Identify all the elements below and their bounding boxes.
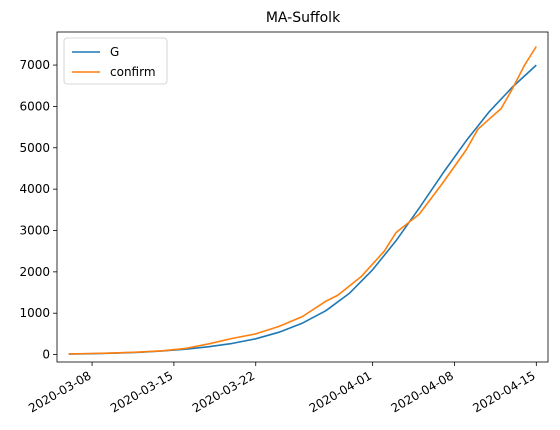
- legend-label-confirm: confirm: [110, 65, 156, 79]
- y-tick-label: 3000: [19, 223, 50, 237]
- y-tick-label: 6000: [19, 99, 50, 113]
- x-tick-label: 2020-04-15: [470, 368, 537, 415]
- y-tick-label: 0: [42, 348, 50, 362]
- x-tick-label: 2020-04-01: [307, 368, 374, 415]
- y-tick-label: 7000: [19, 58, 50, 72]
- y-tick-label: 4000: [19, 182, 50, 196]
- y-axis: 0 1000 2000 3000 4000 5000 6000 7000: [19, 58, 57, 362]
- series-lines: [68, 46, 537, 355]
- x-tick-label: 2020-03-15: [108, 368, 175, 415]
- plot-area: [56, 31, 549, 363]
- x-tick-label: 2020-04-08: [389, 368, 456, 415]
- plot-frame: [56, 31, 549, 363]
- x-tick-label: 2020-03-22: [190, 368, 257, 415]
- legend-label-G: G: [110, 45, 119, 59]
- chart-title: MA-Suffolk: [266, 10, 341, 26]
- x-tick-label: 2020-03-08: [26, 368, 93, 415]
- x-axis: 2020-03-08 2020-03-15 2020-03-22 2020-04-01…: [26, 362, 538, 415]
- y-tick-label: 2000: [19, 265, 50, 279]
- series-line-confirm: [68, 46, 537, 355]
- y-tick-label: 5000: [19, 141, 50, 155]
- series-line-G: [68, 64, 537, 355]
- y-tick-label: 1000: [19, 306, 50, 320]
